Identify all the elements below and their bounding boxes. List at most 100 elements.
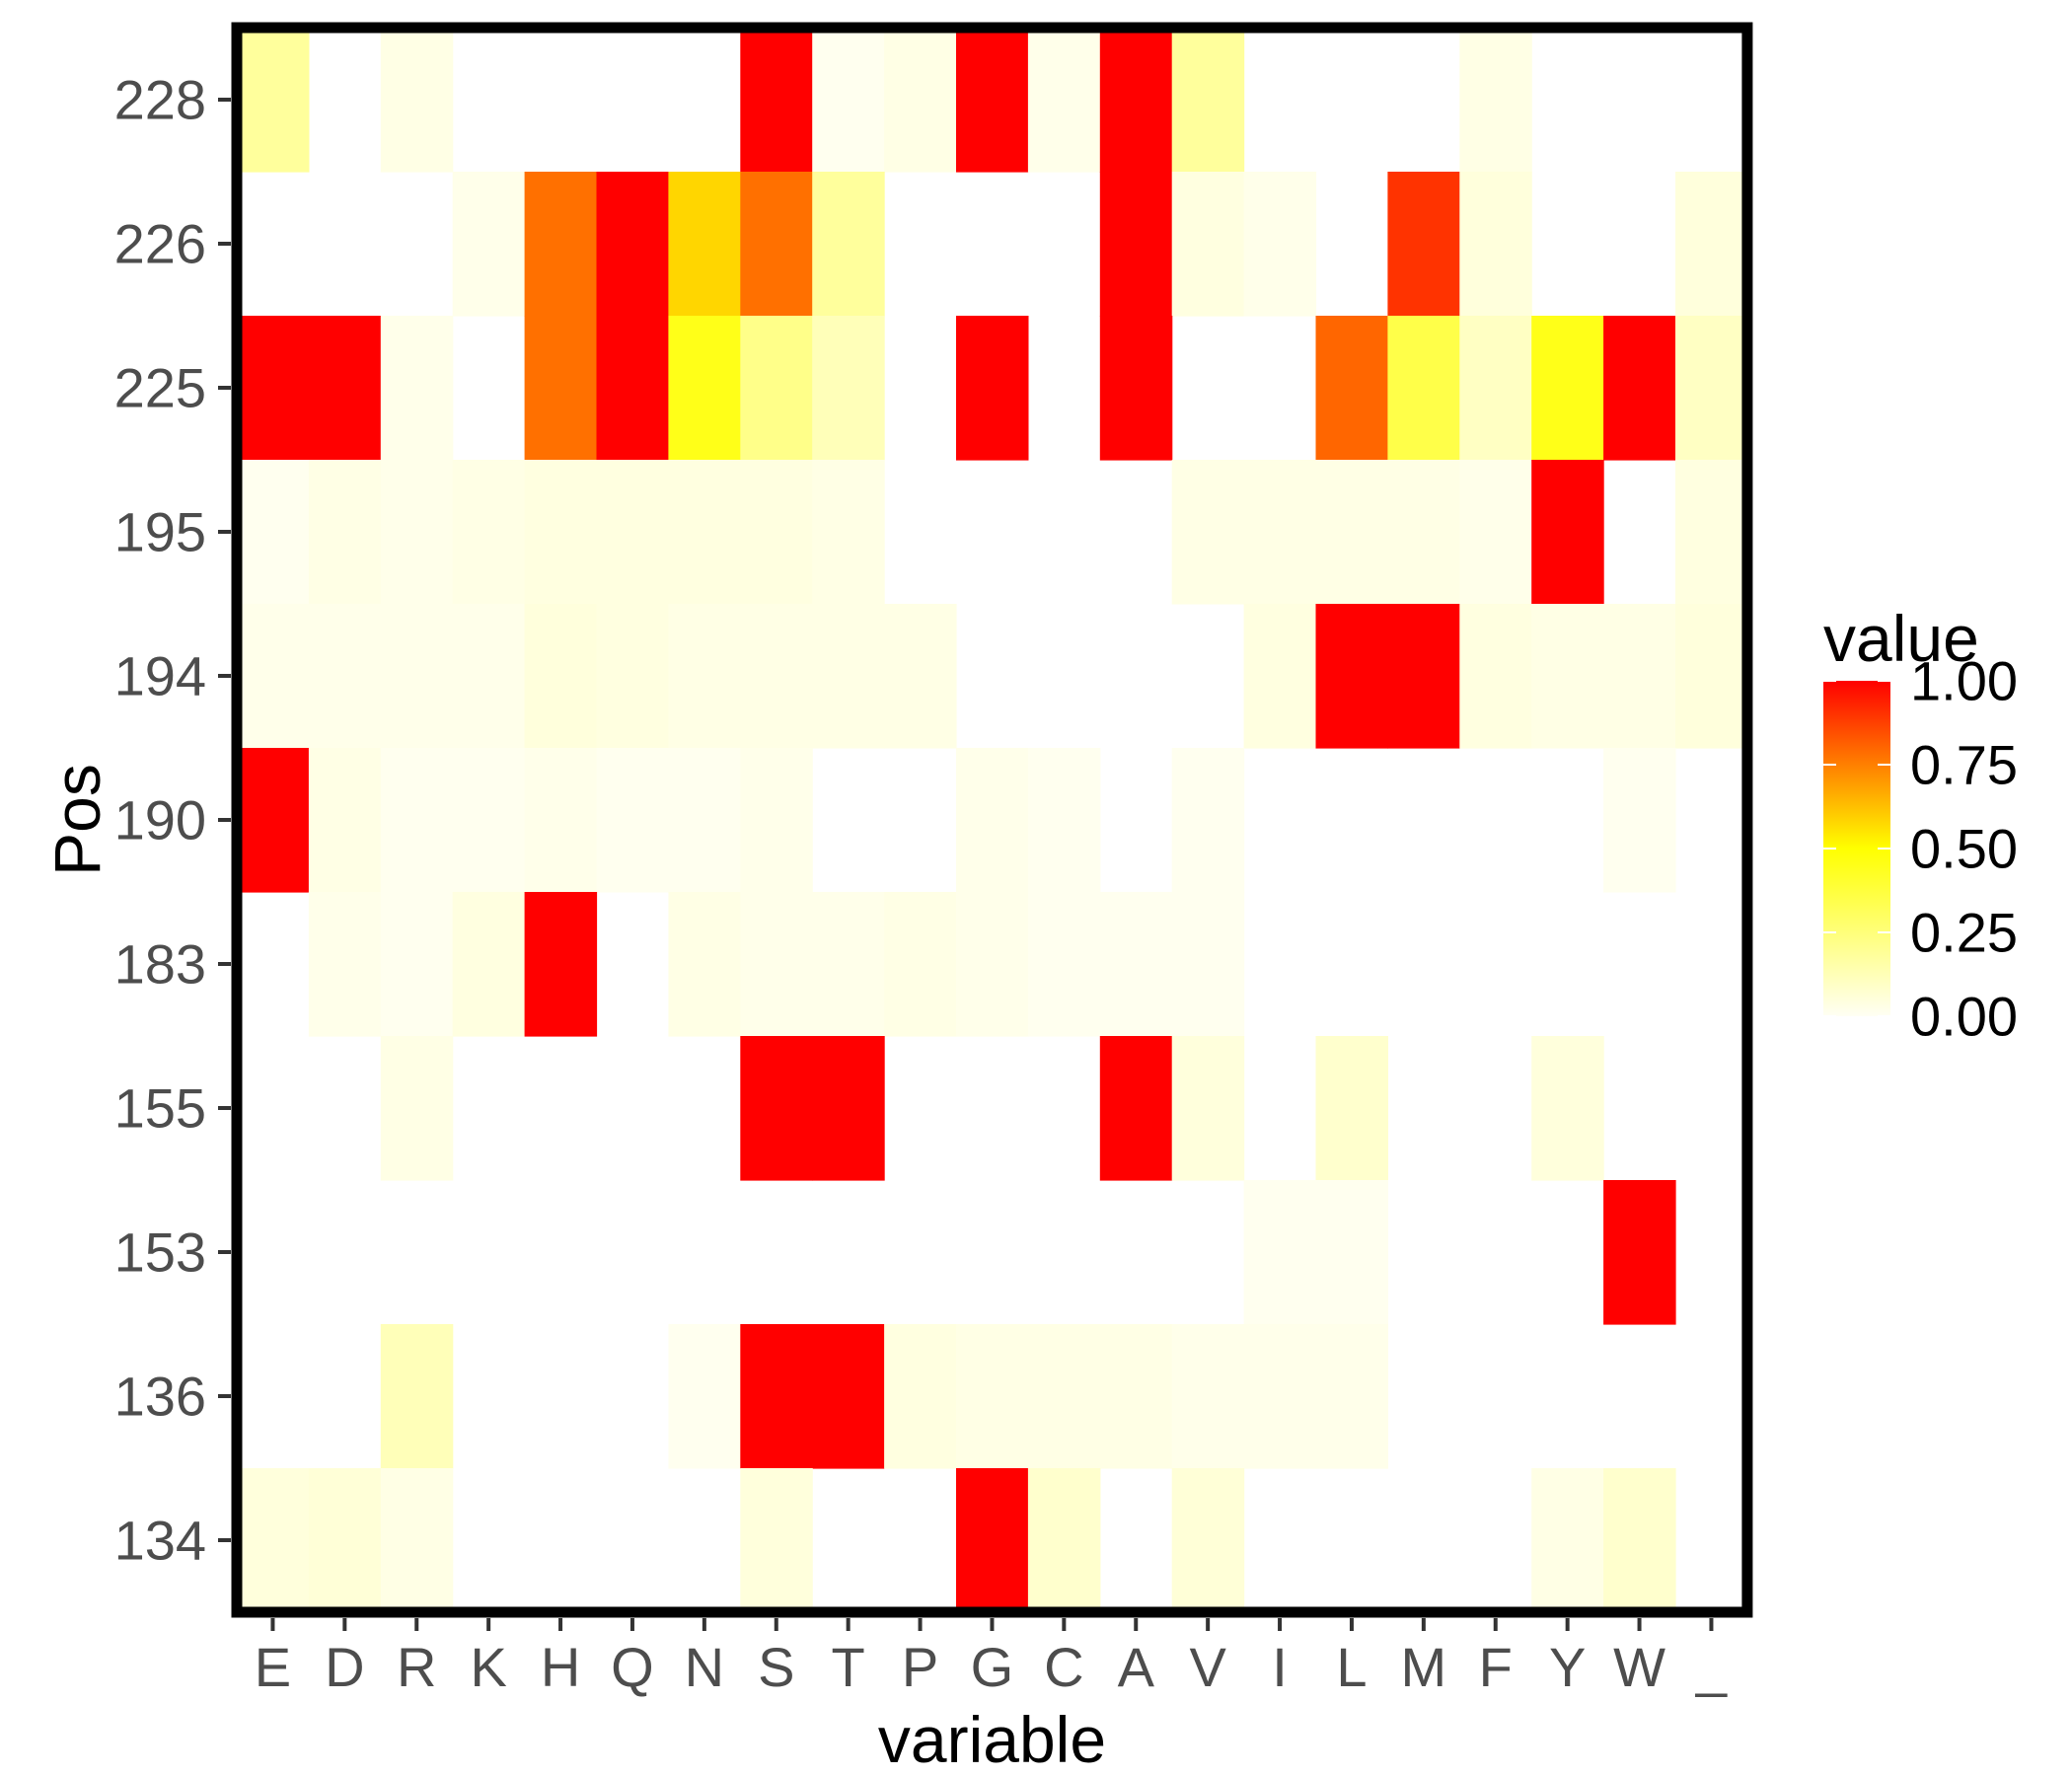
- heatmap-cell: [668, 1324, 741, 1469]
- axis-tick-labels: 228 226 225 195 194 190 183 155 153 136 134 E D R K H Q N…: [114, 69, 1728, 1699]
- heatmap-cell: [1027, 748, 1101, 893]
- heatmap-cell: [1171, 1324, 1245, 1469]
- heatmap-cell: [740, 1468, 813, 1613]
- x-tick-label: G: [971, 1636, 1014, 1698]
- heatmap-cell: [237, 460, 310, 605]
- heatmap-cell: [740, 460, 813, 605]
- heatmap-cell: [308, 460, 382, 605]
- heatmap-cell: [452, 748, 526, 893]
- heatmap-cell: [884, 28, 957, 173]
- heatmap-cell: [1603, 1468, 1676, 1613]
- heatmap-cell: [524, 172, 598, 317]
- x-tick-label: S: [758, 1636, 794, 1698]
- heatmap-cell: [237, 604, 310, 749]
- x-tick-label: A: [1118, 1636, 1155, 1698]
- heatmap-cell: [237, 1468, 310, 1613]
- heatmap-cell: [1675, 604, 1748, 749]
- heatmap-cell: [812, 316, 885, 461]
- heatmap-cell: [956, 316, 1029, 461]
- axis-ticks: [218, 98, 1714, 1631]
- legend-label: 0.00: [1910, 986, 2018, 1048]
- heatmap-cell: [380, 1468, 454, 1613]
- heatmap-cell: [1675, 172, 1748, 317]
- heatmap-cell: [524, 748, 598, 893]
- heatmap-cell: [1099, 1036, 1173, 1181]
- heatmap-cell: [884, 892, 957, 1037]
- heatmap-cell: [596, 460, 669, 605]
- heatmap-cell: [956, 748, 1029, 893]
- heatmap-cell: [740, 316, 813, 461]
- heatmap-cell: [380, 28, 454, 173]
- y-tick-label: 155: [114, 1077, 206, 1140]
- heatmap-cell: [812, 1324, 885, 1469]
- heatmap-cell: [452, 172, 526, 317]
- x-tick-label: Q: [611, 1636, 654, 1698]
- heatmap-cell: [1459, 460, 1532, 605]
- legend-label: 1.00: [1910, 650, 2018, 712]
- y-tick-label: 190: [114, 789, 206, 851]
- y-tick-label: 194: [114, 645, 206, 707]
- heatmap-cell: [380, 748, 454, 893]
- heatmap-cell: [380, 1036, 454, 1181]
- heatmap-cell: [524, 460, 598, 605]
- heatmap-cell: [740, 172, 813, 317]
- heatmap-cell: [1243, 604, 1317, 749]
- legend-label: 0.25: [1910, 902, 2018, 964]
- heatmap-cell: [1675, 460, 1748, 605]
- heatmap-cell: [1531, 604, 1604, 749]
- heatmap-cell: [1243, 1180, 1317, 1325]
- heatmap-cell: [1459, 28, 1532, 173]
- heatmap-cell: [668, 460, 741, 605]
- heatmap-cell: [1459, 172, 1532, 317]
- heatmap-cell: [1387, 172, 1460, 317]
- heatmap-cell: [308, 892, 382, 1037]
- heatmap-cell: [668, 316, 741, 461]
- heatmap-cell: [596, 172, 669, 317]
- legend-label: 0.50: [1910, 818, 2018, 880]
- heatmap-cell: [1531, 1036, 1604, 1181]
- heatmap-cell: [1315, 1324, 1388, 1469]
- heatmap-cell: [1531, 316, 1604, 461]
- heatmap-cell: [812, 172, 885, 317]
- heatmap-cell: [956, 28, 1029, 173]
- heatmap-cell: [524, 316, 598, 461]
- heatmap-cell: [452, 892, 526, 1037]
- y-tick-label: 136: [114, 1366, 206, 1428]
- heatmap-cell: [1603, 1180, 1676, 1325]
- x-tick-label: C: [1044, 1636, 1083, 1698]
- x-tick-label: L: [1336, 1636, 1367, 1698]
- x-tick-label: E: [255, 1636, 291, 1698]
- x-tick-label: I: [1272, 1636, 1288, 1698]
- heatmap-cell: [884, 604, 957, 749]
- heatmap-cell: [380, 1324, 454, 1469]
- heatmap-cell: [1243, 1324, 1317, 1469]
- x-tick-label: T: [832, 1636, 865, 1698]
- x-tick-label: F: [1479, 1636, 1513, 1698]
- heatmap-cell: [1387, 604, 1460, 749]
- heatmap-cell: [1531, 1468, 1604, 1613]
- heatmap-cell: [237, 748, 310, 893]
- x-tick-label: K: [470, 1636, 506, 1698]
- heatmap-cell: [668, 892, 741, 1037]
- x-tick-label: P: [902, 1636, 938, 1698]
- heatmap-cell: [812, 460, 885, 605]
- legend-title: value: [1823, 602, 1979, 675]
- y-tick-label: 226: [114, 213, 206, 275]
- heatmap-cell: [237, 316, 310, 461]
- x-axis-title: variable: [878, 1703, 1106, 1776]
- heatmap-cell: [740, 1036, 813, 1181]
- heatmap-cell: [1315, 1036, 1388, 1181]
- x-tick-label: W: [1613, 1636, 1665, 1698]
- heatmap-cell: [1243, 460, 1317, 605]
- heatmap-cell: [380, 460, 454, 605]
- heatmap-cell: [740, 1324, 813, 1469]
- heatmap-cell: [308, 316, 382, 461]
- heatmap-cell: [740, 892, 813, 1037]
- heatmap-cell: [1603, 316, 1676, 461]
- heatmap-cell: [1171, 1036, 1245, 1181]
- heatmap-cell: [1531, 460, 1604, 605]
- heatmap-cell: [308, 604, 382, 749]
- heatmap-cell: [237, 28, 310, 173]
- heatmap-cell: [1027, 28, 1101, 173]
- heatmap-cell: [812, 892, 885, 1037]
